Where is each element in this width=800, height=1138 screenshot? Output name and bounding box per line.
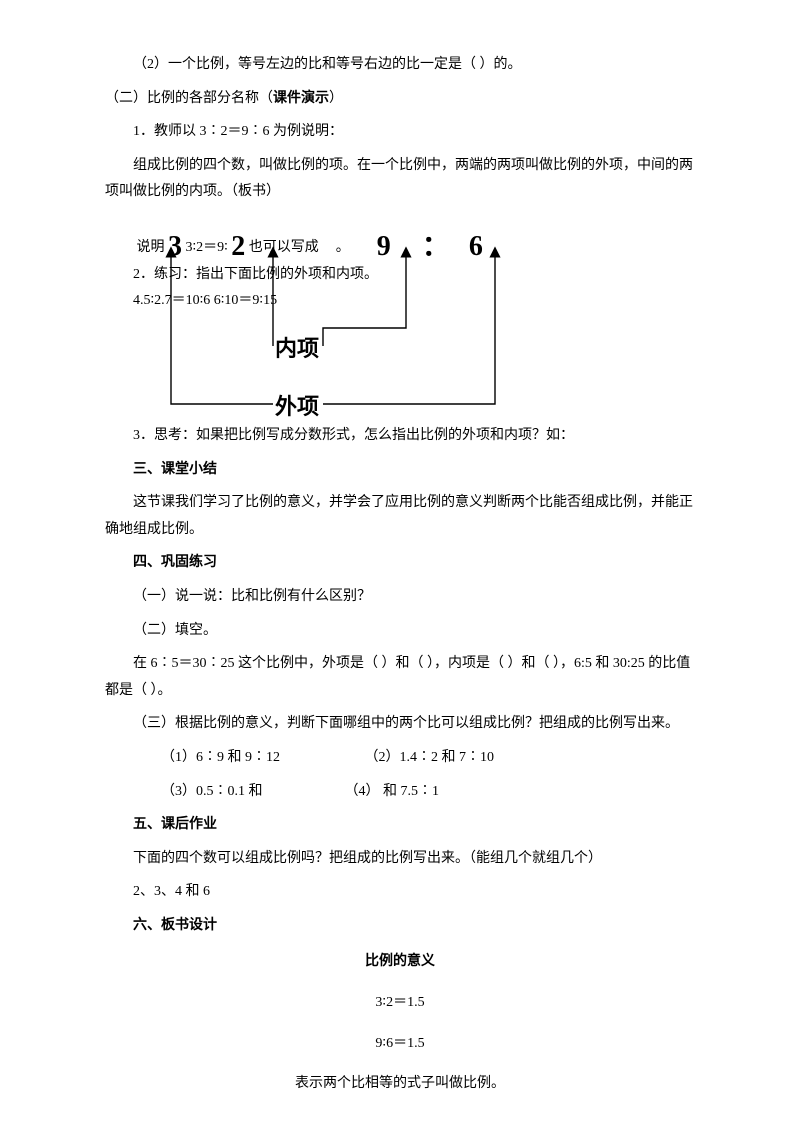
paragraph: 1．教师以 3∶2＝9∶6 为例说明： (105, 119, 695, 146)
eq-term-3: 3 (168, 231, 182, 262)
text: 3∶2＝9∶ (186, 240, 228, 255)
board-line: 3∶2＝1.5 (105, 990, 695, 1017)
paragraph: （二）填空。 (105, 618, 695, 645)
paragraph: 在 6∶5＝30∶25 这个比例中，外项是（ ）和（ ），内项是（ ）和（ ），… (105, 651, 695, 704)
board-title: 比例的意义 (105, 949, 695, 976)
list-item: （1）6∶9 和 9∶12 (133, 745, 333, 772)
eq-colon: ： (422, 231, 450, 262)
paragraph: （一）说一说：比和比例有什么区别？ (105, 584, 695, 611)
paragraph: （2）一个比例，等号左边的比和等号右边的比一定是（ ）的。 (105, 52, 695, 79)
text: ） (329, 91, 343, 106)
paragraph: 这节课我们学习了比例的意义，并学会了应用比例的意义判断两个比能否组成比例，并能正… (105, 490, 695, 543)
text-bold: 课件演示 (273, 91, 329, 106)
heading: 五、课后作业 (105, 812, 695, 839)
eq-term-9: 9 (377, 231, 391, 262)
paragraph: 组成比例的四个数，叫做比例的项。在一个比例中，两端的两项叫做比例的外项，中间的两… (105, 153, 695, 206)
paragraph: 下面的四个数可以组成比例吗？把组成的比例写出来。（能组几个就组几个） (105, 846, 695, 873)
inner-term-label: 内项 (275, 328, 319, 370)
heading: 三、课堂小结 (105, 457, 695, 484)
outer-term-label: 外项 (275, 386, 319, 428)
list-item: （2）1.4∶2 和 7∶10 (337, 745, 495, 772)
document-page: （2）一个比例，等号左边的比和等号右边的比一定是（ ）的。 （二）比例的各部分名… (0, 0, 800, 1138)
heading: 六、板书设计 (105, 913, 695, 940)
list-item: （3）0.5∶0.1 和 (133, 779, 313, 806)
paragraph: 2、3、4 和 6 (105, 879, 695, 906)
eq-term-2: 2 (231, 231, 245, 262)
list-row: （1）6∶9 和 9∶12 （2）1.4∶2 和 7∶10 (105, 745, 695, 772)
board-line: 9∶6＝1.5 (105, 1031, 695, 1058)
text: 说明 (137, 240, 165, 255)
list-row: （3）0.5∶0.1 和 （4） 和 7.5∶1 (105, 779, 695, 806)
heading: 四、巩固练习 (105, 550, 695, 577)
text: 也可以写成 (249, 240, 319, 255)
list-item: （4） 和 7.5∶1 (317, 779, 440, 806)
paragraph: （二）比例的各部分名称（课件演示） (105, 86, 695, 113)
text: （二）比例的各部分名称（ (105, 91, 273, 106)
text: 。 (336, 240, 350, 255)
practice-text: 4.5∶2.7＝10∶6 6∶10＝9∶15 (105, 288, 277, 315)
board-line: 表示两个比相等的式子叫做比例。 (105, 1071, 695, 1098)
paragraph: 3．思考：如果把比例写成分数形式，怎么指出比例的外项和内项？如： (105, 423, 695, 450)
proportion-diagram: 说明 3 3∶2＝9∶ 2 也可以写成 。 9 ： 6 2．练习：指出下面比例的… (105, 216, 695, 416)
paragraph: （三）根据比例的意义，判断下面哪组中的两个比可以组成比例？把组成的比例写出来。 (105, 711, 695, 738)
practice-text: 2．练习：指出下面比例的外项和内项。 (105, 262, 378, 289)
eq-term-6: 6 (469, 231, 483, 262)
